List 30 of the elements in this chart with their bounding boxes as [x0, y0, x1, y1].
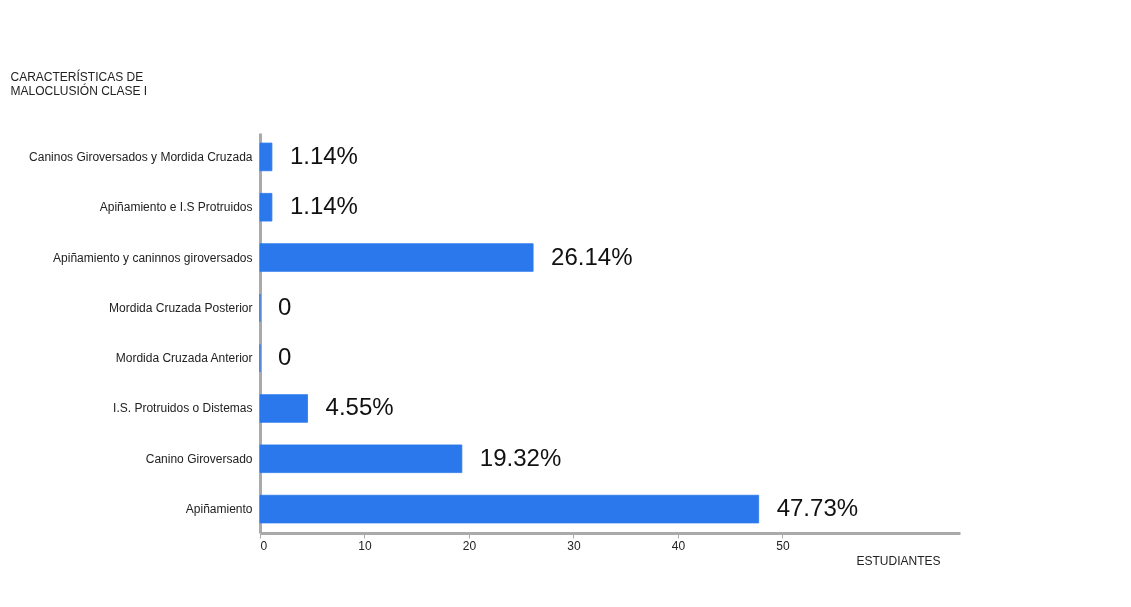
- y-axis-title: CARACTERÍSTICAS DE MALOCLUSIÓN CLASE I: [10, 68, 148, 98]
- y-tick-label: Apiñamiento e I.S Protruidos: [99, 200, 253, 215]
- x-tick-label: 50: [776, 538, 790, 553]
- data-label: 19.32%: [479, 443, 562, 471]
- bar: [259, 444, 463, 474]
- data-label: 4.55%: [325, 393, 394, 421]
- bar: [259, 192, 273, 222]
- x-axis-title: ESTUDIANTES: [856, 553, 941, 568]
- data-label: 1.14%: [289, 141, 358, 169]
- bar: [259, 494, 760, 524]
- x-tick-label: 30: [567, 538, 581, 553]
- y-tick-label: Mordida Cruzada Posterior: [109, 300, 253, 315]
- data-label: 1.14%: [289, 192, 358, 220]
- data-label: 26.14%: [551, 242, 633, 270]
- y-tick-label: Mordida Cruzada Anterior: [115, 351, 253, 366]
- y-tick-label: Canino Giroversado: [145, 451, 253, 466]
- x-tick-label: 0: [260, 538, 268, 553]
- data-label: 0: [278, 292, 292, 320]
- y-tick-label: Apiñamiento y caninnos giroversados: [53, 250, 253, 265]
- x-tick-label: 40: [671, 538, 686, 553]
- bar: [259, 142, 273, 172]
- bar: [259, 243, 534, 272]
- data-label: 47.73%: [776, 494, 859, 522]
- data-label: 0: [278, 343, 292, 371]
- bar: [259, 394, 308, 423]
- y-tick-label: I.S. Protruidos o Distemas: [113, 401, 253, 416]
- x-tick-label: 10: [358, 538, 372, 553]
- x-tick-label: 20: [462, 538, 477, 553]
- y-tick-label: Apiñamiento: [185, 502, 253, 517]
- y-tick-label: Caninos Giroversados y Mordida Cruzada: [29, 149, 253, 164]
